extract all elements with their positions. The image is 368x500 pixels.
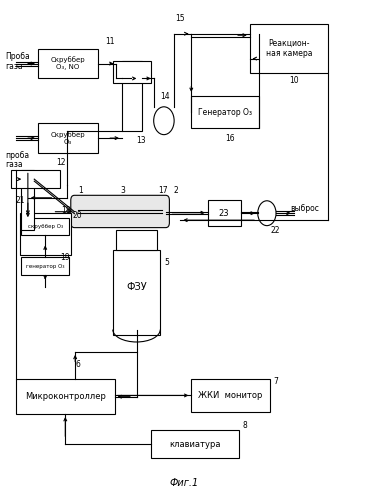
Text: 18: 18 (62, 206, 71, 214)
Text: Микроконтроллер: Микроконтроллер (25, 392, 106, 401)
FancyBboxPatch shape (71, 196, 169, 228)
FancyBboxPatch shape (116, 230, 157, 250)
Text: клавиатура: клавиатура (169, 440, 221, 448)
Text: 16: 16 (225, 134, 235, 142)
Text: 11: 11 (106, 36, 115, 46)
FancyBboxPatch shape (20, 212, 71, 255)
Text: Фиг.1: Фиг.1 (169, 478, 199, 488)
Text: Реакцион-
ная камера: Реакцион- ная камера (266, 39, 312, 58)
Text: газа: газа (5, 160, 23, 169)
Text: 15: 15 (175, 14, 184, 24)
FancyBboxPatch shape (151, 430, 239, 458)
Text: 19: 19 (61, 253, 70, 262)
FancyBboxPatch shape (21, 218, 69, 235)
FancyBboxPatch shape (113, 250, 160, 334)
Text: 5: 5 (164, 258, 169, 267)
FancyBboxPatch shape (21, 258, 69, 275)
Text: 8: 8 (243, 421, 247, 430)
FancyBboxPatch shape (11, 170, 60, 188)
Text: 10: 10 (289, 76, 298, 86)
FancyBboxPatch shape (38, 123, 98, 153)
Text: проба: проба (5, 151, 29, 160)
FancyBboxPatch shape (122, 61, 142, 130)
Text: ЖКИ  монитор: ЖКИ монитор (198, 391, 263, 400)
Text: Генератор O₃: Генератор O₃ (198, 108, 252, 116)
FancyBboxPatch shape (208, 200, 241, 226)
Text: 21: 21 (16, 196, 25, 205)
Text: 22: 22 (270, 226, 280, 235)
Text: 7: 7 (273, 377, 278, 386)
Text: генератор O₃: генератор O₃ (26, 264, 64, 268)
Text: ФЗУ: ФЗУ (126, 282, 147, 292)
Text: газа: газа (5, 62, 23, 70)
Text: 12: 12 (56, 158, 66, 168)
Text: 17: 17 (159, 186, 168, 195)
Text: скруббер O₃: скруббер O₃ (28, 224, 63, 229)
Text: 1: 1 (78, 186, 83, 195)
Text: 3: 3 (120, 186, 125, 195)
FancyBboxPatch shape (16, 380, 114, 414)
Text: Скруббер
O₃: Скруббер O₃ (51, 131, 85, 145)
FancyBboxPatch shape (21, 170, 34, 230)
Text: 23: 23 (219, 208, 230, 218)
Text: Проба: Проба (5, 52, 30, 60)
FancyBboxPatch shape (250, 24, 328, 74)
FancyBboxPatch shape (191, 96, 259, 128)
FancyBboxPatch shape (191, 380, 270, 412)
Text: 6: 6 (75, 360, 80, 369)
FancyBboxPatch shape (38, 48, 98, 78)
Text: 13: 13 (137, 136, 146, 145)
Text: выброс: выброс (291, 204, 319, 212)
Text: 20: 20 (72, 210, 82, 220)
Text: Скруббер
O₃, NO: Скруббер O₃, NO (51, 56, 85, 70)
FancyBboxPatch shape (113, 61, 151, 84)
Text: 2: 2 (173, 186, 178, 195)
Text: 14: 14 (160, 92, 170, 102)
